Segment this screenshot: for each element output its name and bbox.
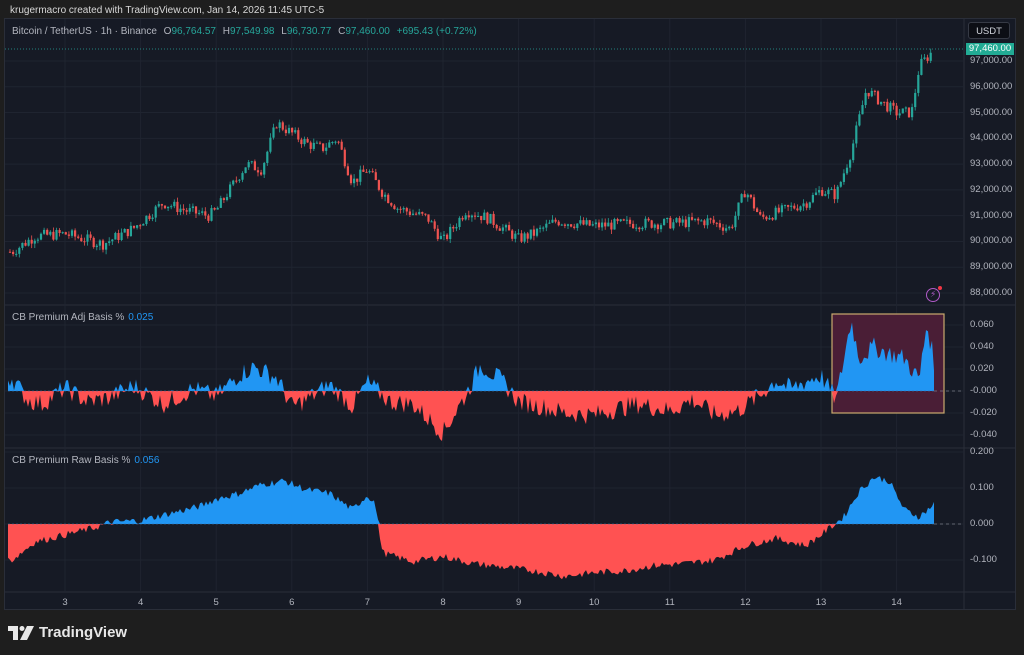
- adj-basis-tick: 0.060: [970, 319, 994, 330]
- time-tick: 11: [664, 597, 675, 608]
- raw-basis-tick: 0.100: [970, 482, 994, 493]
- raw-basis-tick: 0.200: [970, 446, 994, 457]
- low-label: L: [281, 26, 287, 37]
- adj-basis-name: CB Premium Adj Basis %: [12, 312, 125, 323]
- adj-basis-tick: -0.000: [970, 385, 997, 396]
- alert-lightning-icon[interactable]: ⚡: [926, 286, 942, 302]
- price-tick: 88,000.00: [970, 287, 1013, 299]
- low-value: 96,730.77: [286, 26, 332, 37]
- price-tick: 91,000.00: [970, 209, 1013, 221]
- time-tick: 4: [137, 597, 144, 608]
- raw-basis-legend[interactable]: CB Premium Raw Basis % 0.056: [12, 455, 159, 466]
- time-tick: 8: [440, 597, 446, 608]
- time-tick: 3: [62, 597, 68, 608]
- high-label: H: [222, 26, 230, 37]
- open-label: O: [163, 26, 172, 37]
- tradingview-logo: TradingView: [8, 624, 127, 641]
- time-tick: 9: [515, 597, 522, 608]
- time-tick: 5: [213, 597, 219, 608]
- price-tick: 95,000.00: [970, 106, 1013, 118]
- time-tick: 12: [740, 597, 751, 608]
- time-tick: 14: [891, 597, 902, 608]
- symbol-legend: Bitcoin / TetherUS · 1h · Binance O96,76…: [12, 26, 481, 37]
- raw-basis-name: CB Premium Raw Basis %: [12, 455, 131, 466]
- high-value: 97,549.98: [229, 26, 275, 37]
- adj-basis-tick: -0.020: [970, 407, 997, 418]
- raw-basis-tick: -0.100: [970, 554, 997, 565]
- currency-button[interactable]: USDT: [968, 22, 1010, 39]
- price-tick: 93,000.00: [970, 158, 1013, 170]
- time-tick: 13: [815, 597, 827, 608]
- price-tick: 90,000.00: [970, 235, 1013, 247]
- price-tick: 96,000.00: [970, 80, 1013, 92]
- price-tick: 94,000.00: [970, 132, 1013, 144]
- change-value: +695.43 (+0.72%): [396, 26, 477, 37]
- adj-basis-tick: 0.040: [970, 341, 994, 352]
- open-value: 96,764.57: [171, 26, 216, 37]
- chart-credit: krugermacro created with TradingView.com…: [10, 5, 325, 16]
- time-tick: 6: [289, 597, 295, 608]
- tradingview-logo-text: TradingView: [39, 624, 128, 641]
- raw-basis-tick: 0.000: [970, 518, 994, 529]
- adj-basis-tick: -0.040: [970, 429, 997, 440]
- price-tick: 89,000.00: [970, 261, 1013, 273]
- symbol-title[interactable]: Bitcoin / TetherUS · 1h · Binance: [12, 26, 157, 37]
- adj-basis-tick: 0.020: [970, 363, 994, 374]
- price-tick: 92,000.00: [970, 183, 1013, 195]
- adj-basis-value: 0.025: [128, 312, 154, 323]
- raw-basis-value: 0.056: [134, 455, 160, 466]
- close-label: C: [338, 26, 346, 37]
- time-tick: 7: [364, 597, 371, 608]
- last-price-label: 97,460.00: [966, 43, 1014, 55]
- close-value: 97,460.00: [345, 26, 390, 37]
- time-tick: 10: [588, 597, 600, 608]
- adj-basis-legend[interactable]: CB Premium Adj Basis % 0.025: [12, 312, 153, 323]
- tradingview-logo-icon: [8, 625, 34, 640]
- price-tick: 97,000.00: [970, 55, 1013, 66]
